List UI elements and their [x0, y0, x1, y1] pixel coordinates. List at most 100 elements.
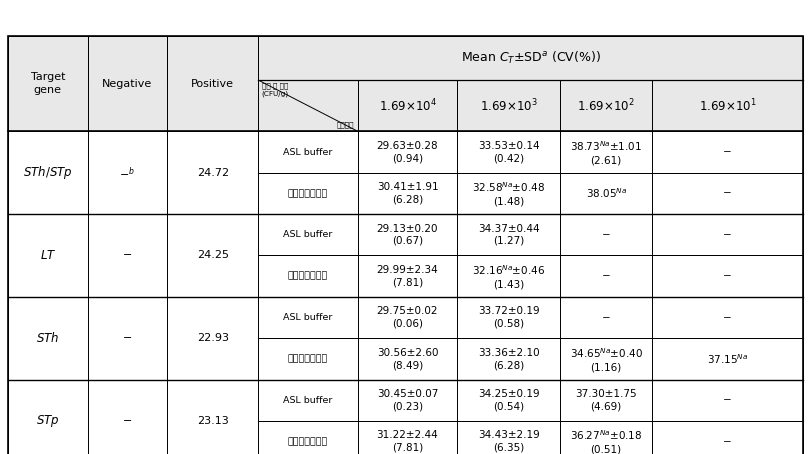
Bar [560, 421, 652, 454]
Text: 34.65$^{Na}$±0.40
(1.16): 34.65$^{Na}$±0.40 (1.16) [569, 346, 642, 372]
Bar [457, 256, 560, 297]
Bar [8, 214, 88, 297]
Bar [259, 131, 358, 173]
Text: 33.72±0.19
(0.58): 33.72±0.19 (0.58) [478, 306, 539, 329]
Bar [457, 80, 560, 131]
Text: 22.93: 22.93 [197, 333, 229, 343]
Bar [167, 36, 259, 131]
Bar [259, 173, 358, 214]
Bar [167, 214, 259, 297]
Bar [88, 297, 167, 380]
Bar [8, 131, 88, 214]
Bar [652, 256, 803, 297]
Text: 31.22±2.44
(7.81): 31.22±2.44 (7.81) [376, 430, 439, 453]
Text: ASL buffer: ASL buffer [284, 148, 333, 157]
Bar [652, 297, 803, 338]
Text: 23.13: 23.13 [197, 416, 229, 426]
Text: 29.75±0.02
(0.06): 29.75±0.02 (0.06) [377, 306, 438, 329]
Bar [652, 80, 803, 131]
Text: 37.30±1.75
(4.69): 37.30±1.75 (4.69) [575, 389, 637, 411]
Bar [358, 173, 457, 214]
Bar [259, 421, 358, 454]
Text: −: − [122, 333, 132, 343]
Bar [652, 173, 803, 214]
Bar [167, 380, 259, 454]
Text: −: − [602, 271, 611, 281]
Text: 멸균생리식염수: 멸균생리식염수 [288, 437, 328, 446]
Bar [652, 380, 803, 421]
Bar [560, 131, 652, 173]
Bar [358, 421, 457, 454]
Text: 멸균생리식염수: 멸균생리식염수 [288, 271, 328, 281]
Bar [259, 338, 358, 380]
Bar [652, 421, 803, 454]
Bar [167, 131, 259, 214]
Text: 37.15$^{Na}$: 37.15$^{Na}$ [706, 352, 748, 366]
Text: −: − [602, 230, 611, 240]
Text: −: − [122, 416, 132, 426]
Text: 36.27$^{Na}$±0.18
(0.51): 36.27$^{Na}$±0.18 (0.51) [570, 429, 642, 454]
Bar [8, 36, 259, 80]
Text: −: − [723, 188, 732, 198]
Bar [8, 297, 88, 380]
Bar [560, 380, 652, 421]
Bar [259, 36, 803, 80]
Text: 멸균생리식염수: 멸균생리식염수 [288, 189, 328, 198]
Bar [8, 380, 88, 454]
Bar [560, 173, 652, 214]
Bar [358, 256, 457, 297]
Bar [358, 131, 457, 173]
Text: 33.36±2.10
(6.28): 33.36±2.10 (6.28) [478, 348, 539, 370]
Text: −: − [122, 251, 132, 261]
Text: Mean $C_T$$\pm$SD$^a$ (CV(%)): Mean $C_T$$\pm$SD$^a$ (CV(%)) [461, 50, 601, 66]
Text: 30.41±1.91
(6.28): 30.41±1.91 (6.28) [376, 182, 438, 205]
Bar [560, 80, 652, 131]
Text: −: − [723, 230, 732, 240]
Text: −: − [723, 437, 732, 447]
Text: 멸균생리식염수: 멸균생리식염수 [288, 355, 328, 363]
Text: 1.69$\times$10$^1$: 1.69$\times$10$^1$ [698, 98, 756, 114]
Bar [259, 80, 358, 131]
Text: 희석용액: 희석용액 [337, 122, 354, 128]
Text: Positive: Positive [191, 79, 234, 89]
Text: $STh$: $STh$ [36, 331, 59, 345]
Bar [560, 256, 652, 297]
Text: 29.99±2.34
(7.81): 29.99±2.34 (7.81) [376, 265, 439, 287]
Bar [259, 297, 358, 338]
Bar [457, 421, 560, 454]
Text: 30.56±2.60
(8.49): 30.56±2.60 (8.49) [377, 348, 438, 370]
Bar [560, 338, 652, 380]
Bar [259, 380, 358, 421]
Bar [652, 214, 803, 256]
Bar [457, 131, 560, 173]
Bar [8, 36, 88, 131]
Text: $STh$/$STp$: $STh$/$STp$ [23, 164, 73, 181]
Text: −: − [723, 147, 732, 157]
Text: 38.73$^{Na}$±1.01
(2.61): 38.73$^{Na}$±1.01 (2.61) [570, 139, 642, 165]
Bar [560, 214, 652, 256]
Bar [457, 214, 560, 256]
Text: Target
gene: Target gene [31, 72, 65, 95]
Text: −: − [602, 312, 611, 322]
Bar [88, 131, 167, 214]
Text: 34.37±0.44
(1.27): 34.37±0.44 (1.27) [478, 223, 539, 246]
Text: ASL buffer: ASL buffer [284, 230, 333, 239]
Text: 24.72: 24.72 [197, 168, 229, 178]
Bar [259, 214, 358, 256]
Text: 38.05$^{Na}$: 38.05$^{Na}$ [586, 187, 627, 200]
Text: 32.58$^{Na}$±0.48
(1.48): 32.58$^{Na}$±0.48 (1.48) [472, 180, 545, 207]
Text: 24.25: 24.25 [197, 251, 229, 261]
Bar [88, 214, 167, 297]
Text: −: − [723, 312, 732, 322]
Bar [167, 297, 259, 380]
Text: 34.25±0.19
(0.54): 34.25±0.19 (0.54) [478, 389, 539, 411]
Bar [358, 338, 457, 380]
Text: 29.13±0.20
(0.67): 29.13±0.20 (0.67) [377, 223, 438, 246]
Text: 34.43±2.19
(6.35): 34.43±2.19 (6.35) [478, 430, 539, 453]
Bar [358, 297, 457, 338]
Text: −: − [723, 271, 732, 281]
Text: ASL buffer: ASL buffer [284, 313, 333, 322]
Bar [358, 214, 457, 256]
Text: $-^b$: $-^b$ [119, 168, 135, 178]
Bar [457, 338, 560, 380]
